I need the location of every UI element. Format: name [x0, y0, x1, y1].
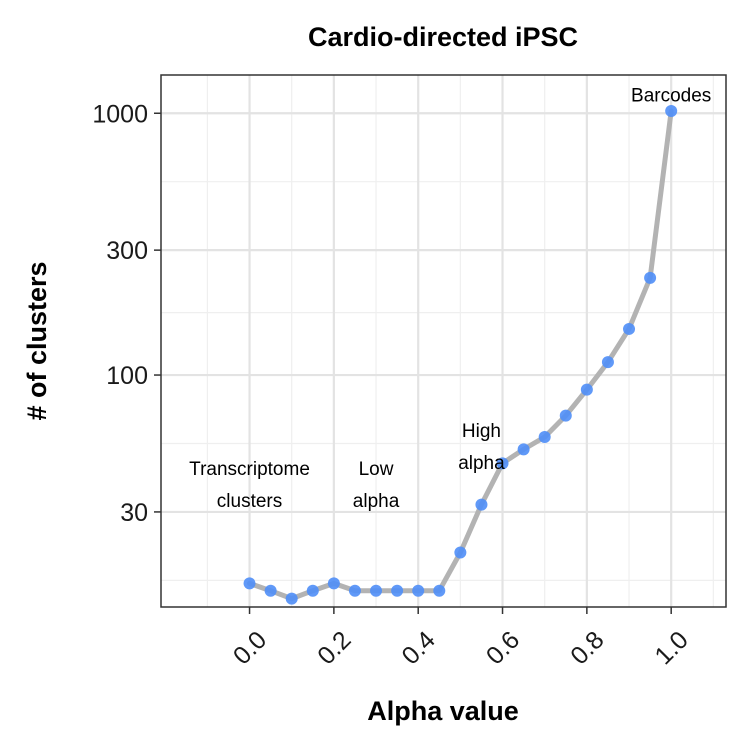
data-point — [454, 546, 467, 559]
x-tick-label: 0.8 — [565, 626, 609, 670]
annotations: Transcriptome clusters Low alpha High alpha Ba… — [189, 85, 711, 512]
x-axis-title: Alpha value — [367, 696, 519, 726]
data-point — [496, 457, 509, 470]
data-point — [538, 430, 551, 443]
plot-background — [161, 75, 726, 607]
data-point — [517, 443, 530, 456]
data-point — [264, 584, 277, 597]
y-axis: 30 100 300 1000 — [92, 100, 161, 527]
y-axis-title: # of clusters — [22, 261, 52, 420]
x-tick-label: 0.2 — [312, 626, 356, 670]
data-point — [306, 584, 319, 597]
data-point — [623, 322, 636, 335]
data-point — [327, 577, 340, 590]
y-tick-label: 30 — [120, 499, 148, 527]
data-point — [391, 584, 404, 597]
data-point — [433, 584, 446, 597]
x-tick-label: 0.0 — [228, 626, 272, 670]
data-point — [412, 584, 425, 597]
x-tick-label: 1.0 — [649, 626, 693, 670]
data-point — [348, 584, 361, 597]
x-tick-label: 0.6 — [481, 626, 525, 670]
data-point — [285, 592, 298, 605]
grid — [161, 75, 726, 607]
annotation-text: alpha — [458, 453, 505, 474]
annotation-text: clusters — [217, 491, 282, 512]
chart-title: Cardio-directed iPSC — [308, 22, 578, 52]
x-tick-label: 0.4 — [397, 626, 441, 670]
series-layer — [243, 105, 678, 605]
data-point — [601, 356, 614, 369]
data-point — [644, 271, 657, 284]
y-tick-label: 100 — [106, 362, 148, 390]
annotation-text: alpha — [353, 491, 400, 512]
annotation-text: Barcodes — [631, 85, 711, 106]
data-point — [665, 105, 678, 118]
data-point — [475, 498, 488, 511]
data-point — [370, 584, 383, 597]
data-point — [559, 409, 572, 422]
data-point — [243, 577, 256, 590]
annotation-text: High — [462, 421, 501, 442]
annotation-text: Transcriptome — [189, 459, 310, 480]
y-tick-label: 1000 — [92, 100, 148, 128]
data-point — [580, 383, 593, 396]
annotation-text: Low — [359, 459, 394, 480]
x-axis: 0.0 0.2 0.4 0.6 0.8 1.0 — [228, 607, 694, 670]
panel-border — [160, 74, 727, 608]
y-tick-label: 300 — [106, 237, 148, 265]
